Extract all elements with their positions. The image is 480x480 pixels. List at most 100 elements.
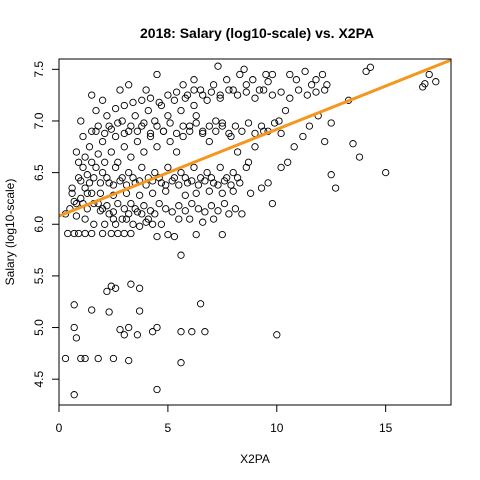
data-point xyxy=(177,328,185,336)
data-point xyxy=(331,184,340,192)
data-point xyxy=(257,184,266,192)
data-point xyxy=(236,179,244,187)
data-point xyxy=(103,287,111,296)
data-point xyxy=(146,207,155,215)
data-point xyxy=(162,205,170,213)
data-point xyxy=(144,106,152,115)
data-point xyxy=(122,215,131,223)
data-point xyxy=(209,81,218,89)
data-point xyxy=(127,199,135,208)
data-point xyxy=(70,323,78,332)
data-point xyxy=(188,199,196,208)
data-point xyxy=(227,181,235,189)
data-point xyxy=(164,230,172,239)
data-point xyxy=(114,199,122,208)
data-point xyxy=(153,385,161,394)
data-point xyxy=(94,122,102,130)
x-axis-label: X2PA xyxy=(240,452,270,466)
data-point xyxy=(183,179,192,187)
data-point xyxy=(148,189,157,197)
data-point xyxy=(233,91,242,99)
y-tick-label: 5.5 xyxy=(32,267,46,284)
data-point xyxy=(205,137,213,146)
data-point xyxy=(362,67,370,76)
data-point xyxy=(72,212,81,220)
data-point xyxy=(327,171,335,179)
data-point xyxy=(157,220,166,228)
data-point xyxy=(349,140,357,148)
data-point xyxy=(107,148,115,156)
data-point xyxy=(201,328,209,336)
data-point xyxy=(96,189,105,197)
data-point xyxy=(155,98,163,107)
data-point xyxy=(129,174,137,182)
data-point xyxy=(92,163,100,172)
y-tick-label: 4.5 xyxy=(32,371,46,388)
data-point xyxy=(270,119,279,127)
x-tick-label: 15 xyxy=(379,421,393,435)
data-point xyxy=(96,207,105,215)
data-point xyxy=(301,67,309,76)
data-point xyxy=(101,129,109,138)
x-tick-label: 10 xyxy=(270,421,284,435)
data-point xyxy=(299,132,307,141)
data-point xyxy=(177,251,185,259)
data-point xyxy=(81,215,89,223)
data-point xyxy=(125,168,133,177)
data-point xyxy=(225,86,233,94)
data-point xyxy=(216,91,224,99)
data-point xyxy=(140,202,148,210)
data-point xyxy=(260,86,268,94)
data-point xyxy=(74,158,83,166)
data-point xyxy=(133,137,142,146)
data-point xyxy=(307,81,316,89)
data-point xyxy=(116,86,124,94)
data-point xyxy=(218,230,226,239)
data-point xyxy=(101,158,109,166)
data-point xyxy=(286,70,294,79)
data-point xyxy=(229,187,237,195)
data-point xyxy=(170,232,179,241)
data-point xyxy=(135,222,144,230)
data-point xyxy=(214,62,222,70)
data-point xyxy=(421,80,429,88)
chart-title: 2018: Salary (log10-scale) vs. X2PA xyxy=(140,25,374,41)
data-point xyxy=(111,132,120,141)
data-point xyxy=(425,70,433,79)
data-point xyxy=(81,153,89,161)
data-point xyxy=(168,177,176,185)
data-point xyxy=(133,331,142,339)
data-point xyxy=(120,331,128,339)
data-point xyxy=(277,88,285,96)
data-point xyxy=(129,98,137,107)
data-point xyxy=(153,122,161,130)
data-point xyxy=(116,177,124,185)
data-point xyxy=(177,168,185,177)
data-point xyxy=(83,171,91,179)
data-point xyxy=(312,88,320,96)
data-point xyxy=(107,125,115,133)
data-point xyxy=(125,81,133,89)
data-point xyxy=(166,137,174,146)
data-point xyxy=(179,81,187,89)
data-point xyxy=(157,179,166,187)
data-point xyxy=(68,184,76,192)
data-point xyxy=(257,122,266,130)
data-point xyxy=(318,70,327,79)
data-point xyxy=(133,127,142,135)
data-point xyxy=(111,163,120,172)
data-point xyxy=(286,94,294,102)
data-point xyxy=(366,63,375,71)
data-point xyxy=(146,132,155,141)
data-point xyxy=(77,177,85,185)
data-point xyxy=(172,88,181,96)
data-point xyxy=(114,158,122,166)
data-point xyxy=(61,354,70,363)
data-points xyxy=(61,62,440,399)
data-point xyxy=(281,106,290,115)
data-point xyxy=(114,119,122,127)
data-point xyxy=(209,215,218,223)
data-point xyxy=(290,143,298,151)
y-tick-label: 7.5 xyxy=(32,61,46,78)
data-point xyxy=(244,158,253,166)
